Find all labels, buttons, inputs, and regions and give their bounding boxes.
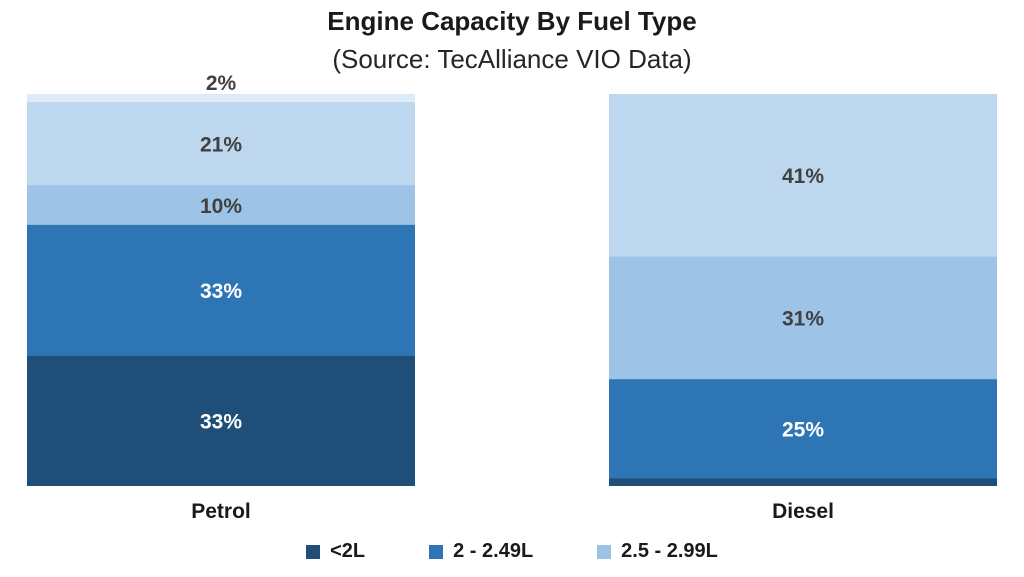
bar-segment-petrol-3 [27,101,415,186]
legend-item-2.5-2.99l: 2.5 - 2.99L [597,540,718,563]
bar-segment-diesel-1 [609,379,997,479]
bar-segment-petrol-2 [27,185,415,225]
category-label-petrol: Petrol [191,500,251,523]
bar-segment-diesel-0 [609,478,997,486]
legend-swatch-2.5-2.99l [597,544,612,559]
chart-title: Engine Capacity By Fuel Type [327,6,697,36]
data-label-diesel-3: 41% [782,165,824,188]
data-label-petrol-3: 21% [200,133,242,156]
bar-segment-petrol-0 [27,355,415,486]
bar-segment-petrol-1 [27,224,415,356]
legend-item-lt2l: <2L [306,540,365,563]
data-label-petrol-2: 10% [200,195,242,218]
legend-label-lt2l: <2L [330,540,366,562]
legend-swatch-lt2l [306,544,321,559]
legend-item-2-2.49l: 2 - 2.49L [429,540,533,563]
data-label-petrol-0: 33% [200,411,242,434]
bar-segment-diesel-3 [609,94,997,257]
legend-swatch-2-2.49l [429,544,444,559]
legend: <2L 2 - 2.49L 2.5 - 2.99L [0,540,1024,563]
bar-segment-petrol-4 [27,94,415,102]
data-label-petrol-1: 33% [200,280,242,303]
data-label-diesel-1: 25% [782,419,824,442]
legend-label-2-2.49l: 2 - 2.49L [453,540,534,562]
data-label-petrol-4: 2% [206,72,237,95]
legend-label-2.5-2.99l: 2.5 - 2.99L [621,540,718,562]
bar-segment-diesel-2 [609,256,997,380]
chart-subtitle: (Source: TecAlliance VIO Data) [332,44,692,74]
data-label-diesel-2: 31% [782,308,824,331]
category-label-diesel: Diesel [772,500,834,523]
